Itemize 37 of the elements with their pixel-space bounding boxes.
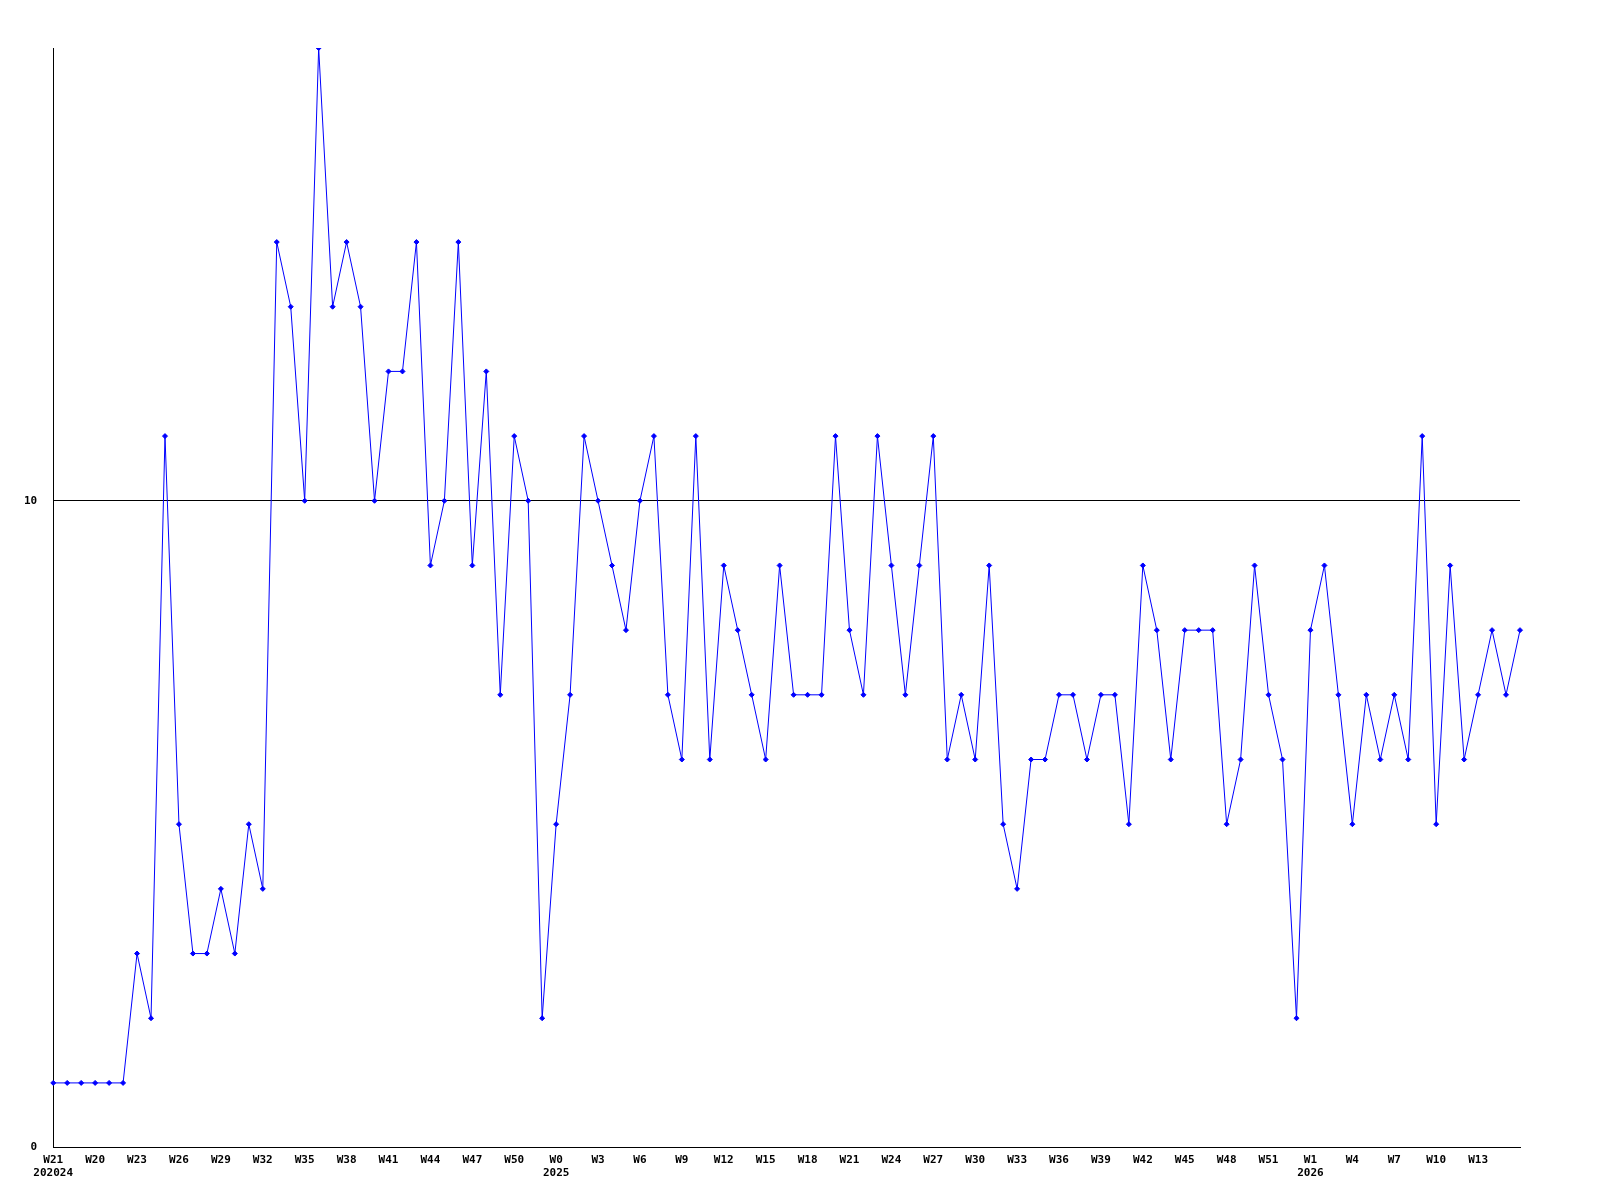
x-tick-label: W6 xyxy=(633,1153,647,1167)
x-tick-label: W24 xyxy=(881,1153,902,1167)
x-tick-label: W21 xyxy=(839,1153,860,1167)
x-tick-label: W36 xyxy=(1049,1153,1070,1167)
x-tick-label: W39 xyxy=(1090,1153,1111,1167)
x-tick-label: W44 xyxy=(420,1153,441,1167)
x-tick-label: W1 2026 xyxy=(1297,1153,1325,1180)
x-tick-label: W50 xyxy=(504,1153,525,1167)
x-tick-label: W12 xyxy=(713,1153,734,1167)
x-tick-label: W48 xyxy=(1216,1153,1237,1167)
x-tick-label: W27 xyxy=(923,1153,944,1167)
x-tick-label: W32 xyxy=(252,1153,273,1167)
x-tick-label: W0 2025 xyxy=(542,1153,570,1180)
x-tick-label: W10 xyxy=(1426,1153,1447,1167)
x-tick-label: W7 xyxy=(1387,1153,1401,1167)
x-tick-label: W20 xyxy=(85,1153,106,1167)
x-tick-label: W18 xyxy=(797,1153,818,1167)
x-tick-label: W45 xyxy=(1174,1153,1195,1167)
x-tick-label: W26 xyxy=(169,1153,190,1167)
x-tick-label: W42 xyxy=(1132,1153,1153,1167)
y-tick-label: 10 xyxy=(24,493,38,507)
x-tick-label: W30 xyxy=(965,1153,986,1167)
x-tick-label: W4 xyxy=(1345,1153,1360,1167)
x-tick-label: W9 xyxy=(675,1153,689,1167)
x-tick-label: W38 xyxy=(336,1153,357,1167)
x-tick-label: W33 xyxy=(1007,1153,1028,1167)
x-tick-label: W3 xyxy=(591,1153,605,1167)
x-tick-label: W35 xyxy=(294,1153,315,1167)
x-tick-label: W13 xyxy=(1468,1153,1489,1167)
x-tick-label: W47 xyxy=(462,1153,483,1167)
x-tick-label: W23 xyxy=(127,1153,147,1167)
x-tick-label: W21 202024 xyxy=(33,1153,74,1180)
x-tick-label: W29 xyxy=(210,1153,231,1167)
x-tick-label: W15 xyxy=(755,1153,776,1167)
y-tick-label: 0 xyxy=(30,1140,38,1154)
x-tick-label: W41 xyxy=(378,1153,399,1167)
x-tick-label: W51 xyxy=(1258,1153,1279,1167)
